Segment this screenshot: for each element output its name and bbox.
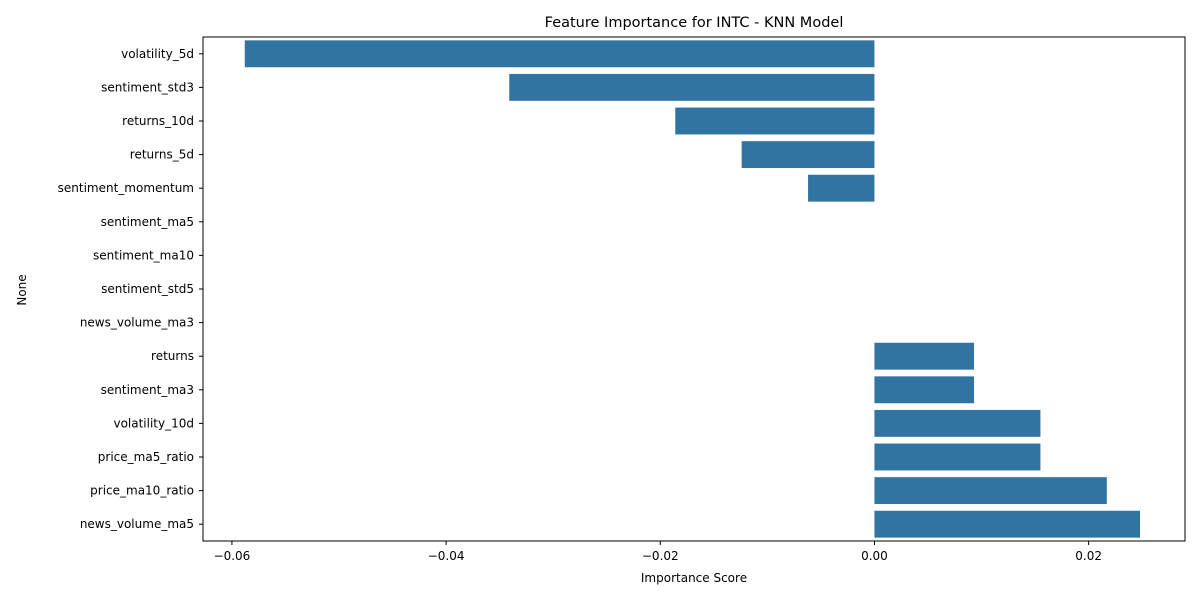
y-tick-label: price_ma5_ratio [98, 450, 194, 464]
y-tick-label: sentiment_std3 [101, 80, 194, 94]
bar-sentiment-ma3 [874, 376, 975, 404]
x-tick-label: −0.06 [214, 549, 251, 563]
x-axis-label: Importance Score [641, 571, 747, 585]
y-tick-label: sentiment_std5 [101, 282, 194, 296]
y-tick-label: volatility_10d [113, 416, 194, 430]
bar-price-ma10-ratio [874, 477, 1107, 505]
x-tick-label: −0.02 [642, 549, 679, 563]
y-tick-label: news_volume_ma3 [80, 316, 194, 330]
bar-news-volume-ma5 [874, 510, 1141, 538]
axes-frame [202, 36, 1186, 542]
y-tick-label: sentiment_ma10 [93, 248, 194, 262]
bar-price-ma5-ratio [874, 443, 1041, 471]
x-tick-label: 0.02 [1075, 549, 1102, 563]
bar-returns-10d [675, 107, 875, 135]
x-tick-labels: −0.06 −0.04 −0.02 0.00 0.02 [214, 541, 1102, 563]
y-tick-label: returns_10d [122, 114, 194, 128]
bar-returns-5d [741, 141, 875, 169]
bar-volatility-5d [244, 40, 875, 68]
bar-volatility-10d [874, 409, 1041, 437]
y-tick-label: sentiment_ma5 [101, 215, 194, 229]
y-tick-label: news_volume_ma5 [80, 517, 194, 531]
y-tick-label: sentiment_ma3 [101, 383, 194, 397]
y-tick-labels: volatility_5d sentiment_std3 returns_10dre… [58, 47, 203, 531]
bar-sentiment-momentum [808, 174, 875, 202]
x-tick-label: 0.00 [861, 549, 888, 563]
chart-title: Feature Importance for INTC - KNN Model [545, 15, 844, 31]
y-tick-label: sentiment_momentum [58, 181, 194, 195]
x-tick-label: −0.04 [428, 549, 465, 563]
y-tick-label: returns_5d [130, 148, 194, 162]
bar-returns [874, 342, 975, 370]
bars-group [244, 40, 1141, 538]
y-axis-label: None [15, 274, 29, 305]
y-tick-label: volatility_5d [121, 47, 194, 61]
y-tick-label: returns [151, 349, 194, 363]
bar-sentiment-std3 [509, 73, 875, 101]
y-tick-label: price_ma10_ratio [90, 484, 194, 498]
